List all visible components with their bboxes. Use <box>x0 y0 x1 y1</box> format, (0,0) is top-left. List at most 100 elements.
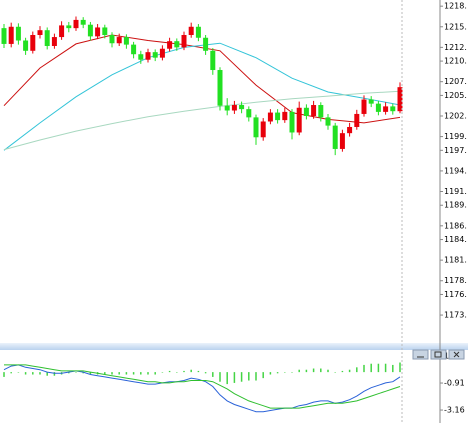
candle-body <box>282 111 288 121</box>
y-tick-label: 1189. <box>444 201 467 210</box>
plot-area: 1218. 1215. 1212. 1210. 1207. 1205. 1202. 1199.… <box>1 2 467 415</box>
histogram-bar <box>32 372 34 375</box>
histogram-bar <box>291 372 293 373</box>
histogram-bar <box>154 372 156 375</box>
candle-body <box>102 27 108 36</box>
candle-body <box>318 105 324 118</box>
candle-body <box>8 26 14 44</box>
candle-body <box>239 105 245 110</box>
candle-body <box>195 26 201 38</box>
histogram-bar <box>3 372 5 377</box>
y-tick-label: 1181. <box>444 256 467 265</box>
indicator-line <box>3 364 401 413</box>
y-tick-label: 1210. <box>444 57 467 66</box>
candle-body <box>37 30 43 36</box>
window-buttons[interactable] <box>412 349 465 360</box>
histogram-bar <box>212 372 214 377</box>
candle-body <box>73 19 79 29</box>
candle-body <box>44 30 50 46</box>
minimize-button[interactable] <box>412 349 429 360</box>
histogram-bar <box>161 372 164 373</box>
histogram-bar <box>341 370 344 373</box>
candle-body <box>145 52 151 60</box>
moving-average-line <box>3 34 401 124</box>
histogram-bar <box>10 372 12 374</box>
histogram-bar <box>377 363 380 373</box>
histogram-bar <box>392 364 394 373</box>
candle-body <box>303 107 309 116</box>
y-tick-label: -3.16 <box>444 406 465 415</box>
y-tick-label: 1173. <box>444 311 467 320</box>
candle-body <box>15 26 21 41</box>
candle-body <box>224 105 230 111</box>
histogram-bar <box>190 369 192 373</box>
y-tick-label: 1176. <box>444 290 467 299</box>
candle-body <box>30 35 36 51</box>
candle-body <box>152 52 158 58</box>
histogram-bar <box>334 372 336 373</box>
histogram-bar <box>356 367 358 373</box>
histogram-bar <box>327 369 329 373</box>
y-tick-label: 1215. <box>444 22 467 31</box>
indicator-line <box>4 364 401 409</box>
candle-body <box>368 99 374 104</box>
y-tick-label: 1186. <box>444 221 467 230</box>
histogram-bar <box>53 372 56 376</box>
y-tick-label: 1197. <box>444 146 467 155</box>
candle-body <box>109 35 115 44</box>
candle-body <box>188 26 194 36</box>
histogram-bar <box>305 369 308 373</box>
candle-body <box>181 35 187 48</box>
candle-body <box>289 111 295 133</box>
candle-body <box>267 112 273 122</box>
histogram-bar <box>219 372 221 382</box>
histogram-bar <box>17 372 20 373</box>
y-tick-label: -0.91 <box>444 379 465 388</box>
candle-body <box>253 117 259 138</box>
candle-body <box>383 106 389 112</box>
histogram-bar <box>39 372 41 375</box>
histogram-bar <box>183 370 185 373</box>
histogram-bar <box>168 370 171 373</box>
candle-body <box>325 117 331 126</box>
candle-body <box>167 41 173 49</box>
histogram-bar <box>320 368 322 373</box>
candle-body <box>66 25 72 29</box>
candle-body <box>296 107 302 133</box>
candle-body <box>246 109 252 118</box>
candle-body <box>231 105 237 111</box>
moving-average-line <box>3 42 401 151</box>
candle-body <box>51 37 57 46</box>
histogram-bar <box>82 372 84 374</box>
candle-body <box>311 105 317 116</box>
maximize-button[interactable] <box>430 349 447 360</box>
histogram-bar <box>312 368 315 373</box>
candle-body <box>123 37 129 45</box>
y-tick-label: 1202. <box>444 112 467 121</box>
histogram-bar <box>284 372 286 373</box>
candle-body <box>397 87 403 112</box>
candle-body <box>23 40 29 51</box>
histogram-bar <box>125 372 128 375</box>
candle-body <box>332 125 338 149</box>
histogram-bar <box>248 372 250 381</box>
candle-body <box>339 133 345 149</box>
histogram-bar <box>269 372 272 375</box>
histogram-bar <box>384 363 387 373</box>
histogram-bar <box>399 362 401 373</box>
candle-body <box>59 25 65 38</box>
histogram-bar <box>262 372 264 379</box>
candle-body <box>260 121 266 138</box>
histogram-bar <box>197 370 200 373</box>
candle-body <box>116 37 122 44</box>
y-tick-label: 1178. <box>444 276 467 285</box>
y-tick-label: 1218. <box>444 2 467 11</box>
histogram-bar <box>204 372 207 374</box>
candle-body <box>203 37 209 51</box>
histogram-bar <box>298 369 300 373</box>
candle-body <box>217 70 223 106</box>
close-icon <box>453 351 460 358</box>
histogram-bar <box>46 372 48 376</box>
candle-body <box>1 28 7 44</box>
